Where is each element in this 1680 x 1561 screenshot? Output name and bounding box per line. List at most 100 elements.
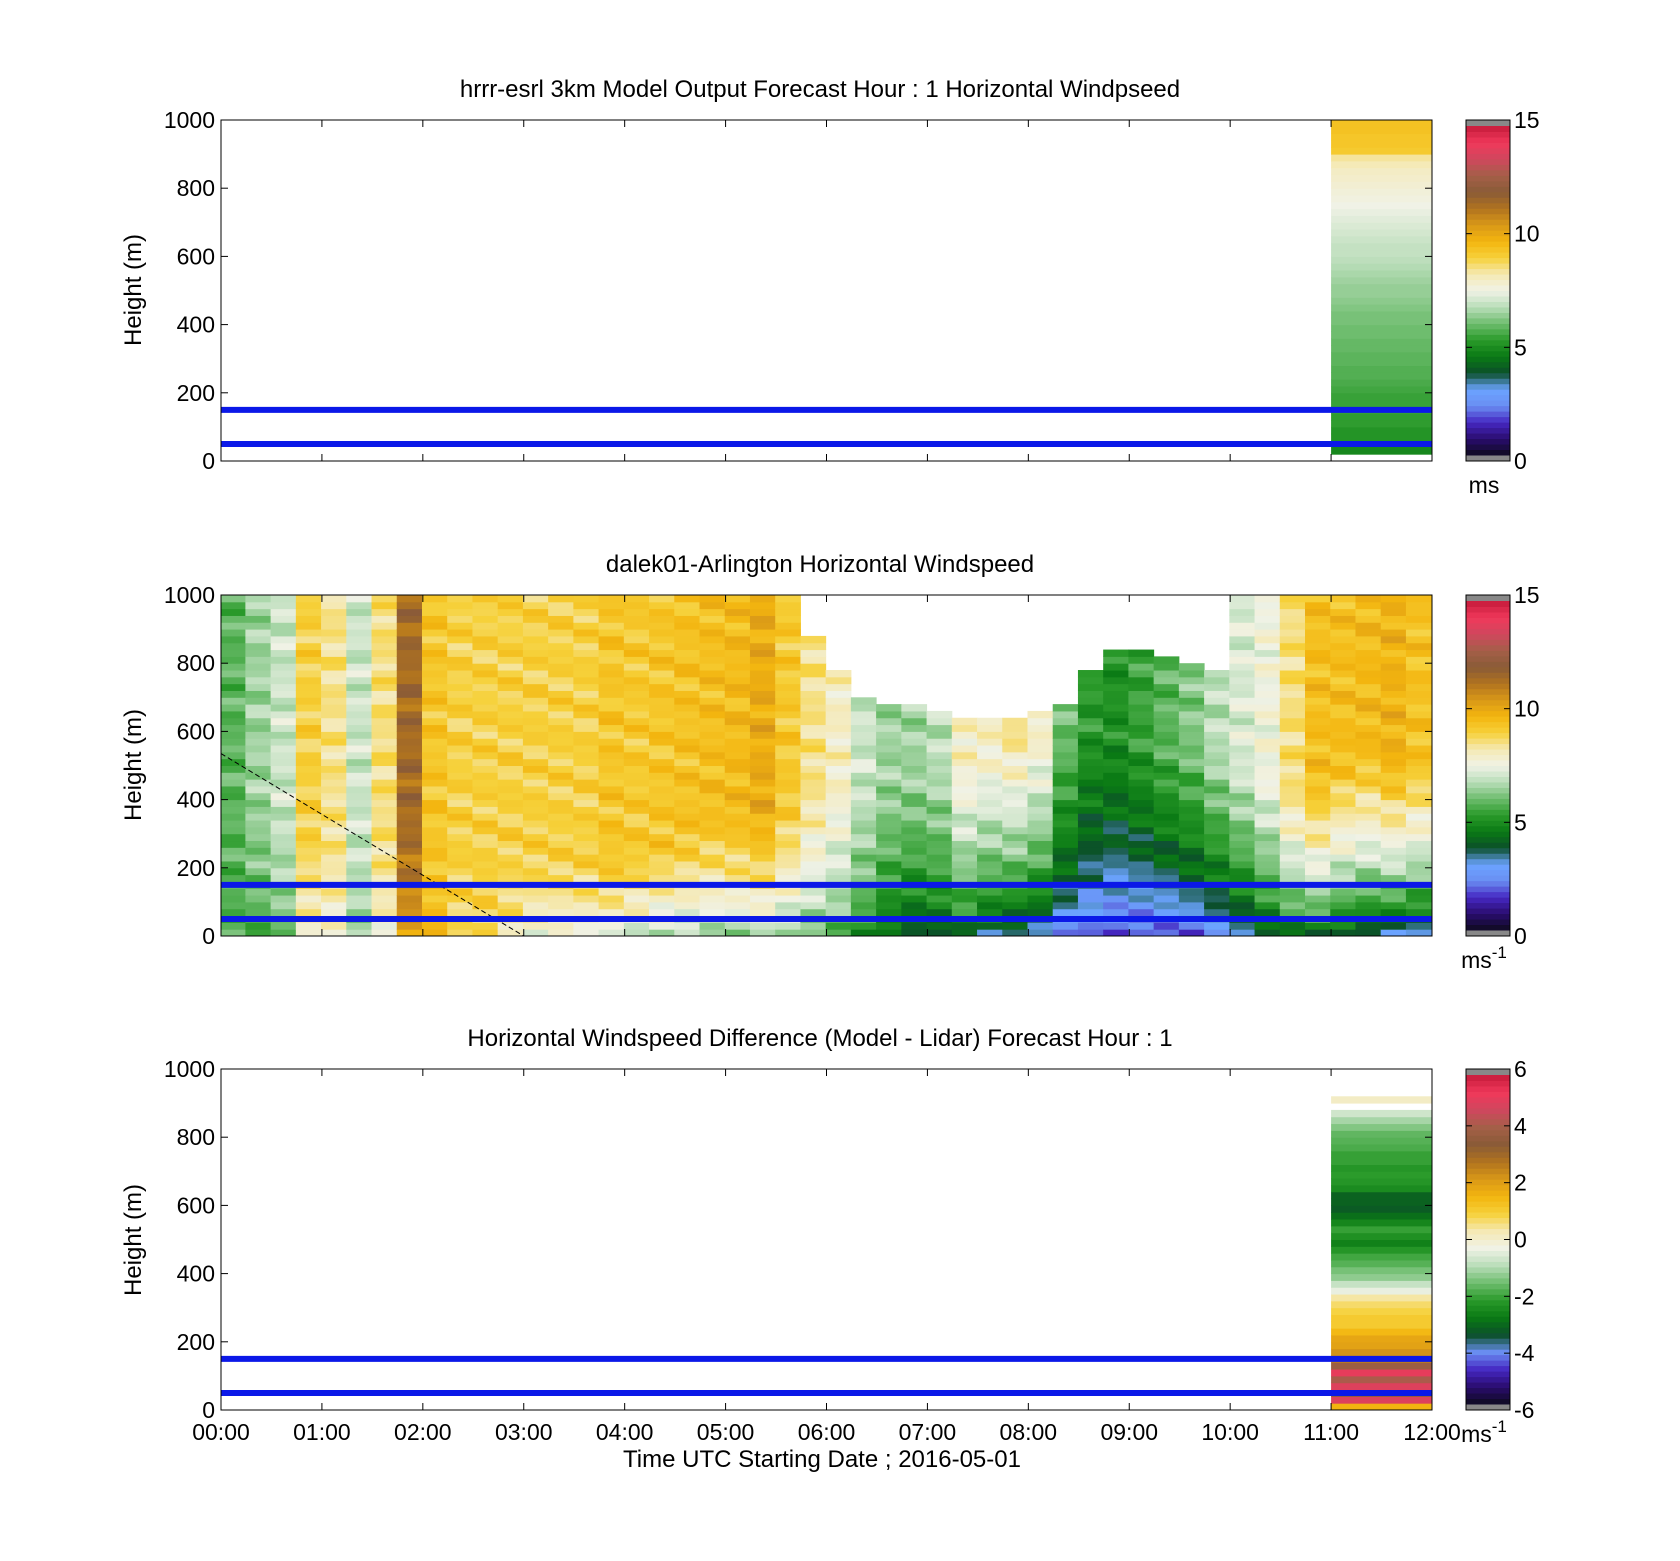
heatmap-cell [951, 799, 978, 807]
heatmap-cell [951, 758, 978, 766]
heatmap-cell [1331, 270, 1432, 278]
heatmap-cell [1330, 642, 1356, 651]
heatmap-cell [1330, 860, 1356, 869]
heatmap-cell [977, 901, 1003, 910]
heatmap-cell [674, 922, 701, 930]
heatmap-cell [1405, 635, 1432, 644]
heatmap-cell [1380, 738, 1407, 746]
x-tick-label: 02:00 [394, 1419, 452, 1445]
heatmap-cell [775, 683, 801, 691]
colorbar-swatch [1466, 191, 1510, 198]
heatmap-cell [724, 813, 751, 821]
heatmap-cell [1279, 642, 1306, 651]
heatmap-cell [1380, 758, 1407, 766]
heatmap-cell [548, 867, 574, 876]
heatmap-cell [221, 724, 246, 732]
heatmap-cell [497, 901, 524, 910]
heatmap-cell [522, 649, 549, 657]
heatmap-cell [1380, 608, 1407, 616]
heatmap-cell [1077, 751, 1104, 760]
heatmap-cell [245, 813, 272, 821]
heatmap-cell [548, 772, 574, 780]
heatmap-cell [1229, 663, 1256, 671]
heatmap-cell [1330, 888, 1356, 896]
heatmap-cell [1355, 731, 1382, 739]
heatmap-cell [1178, 683, 1205, 691]
heatmap-cell [1254, 629, 1281, 637]
heatmap-cell [901, 874, 928, 882]
heatmap-cell [1204, 867, 1230, 876]
heatmap-cell [775, 867, 801, 876]
heatmap-cell [321, 656, 347, 664]
heatmap-cell [421, 717, 448, 726]
heatmap-cell [901, 860, 928, 869]
heatmap-cell [825, 901, 852, 910]
heatmap-cell [447, 622, 473, 630]
heatmap-cell [497, 908, 524, 917]
heatmap-cell [497, 860, 524, 869]
heatmap-cell [775, 860, 801, 869]
heatmap-cell [1330, 779, 1356, 787]
heatmap-cell [522, 813, 549, 821]
heatmap-cell [951, 888, 978, 896]
heatmap-cell [1405, 779, 1432, 787]
heatmap-cell [876, 833, 902, 842]
heatmap-cell [901, 765, 928, 773]
heatmap-cell [1380, 860, 1407, 869]
heatmap-cell [497, 724, 524, 732]
heatmap-cell [1331, 1403, 1432, 1410]
heatmap-cell [371, 813, 398, 821]
heatmap-cell [623, 710, 650, 719]
heatmap-cell [674, 901, 701, 910]
heatmap-cell [598, 895, 625, 903]
heatmap-cell [825, 860, 852, 869]
colorbar-swatch [1466, 252, 1510, 259]
heatmap-cell [1279, 751, 1306, 760]
heatmap-cell [295, 929, 322, 936]
heatmap-cell [775, 710, 801, 719]
colorbar-swatch [1466, 1118, 1510, 1125]
heatmap-cell [421, 908, 448, 917]
heatmap-cell [926, 765, 953, 773]
heatmap-cell [1355, 826, 1382, 835]
heatmap-cell [850, 922, 877, 930]
heatmap-cell [371, 860, 398, 869]
heatmap-cell [295, 785, 322, 794]
colorbar-swatch [1466, 268, 1510, 275]
heatmap-cell [649, 908, 675, 917]
heatmap-cell [1305, 847, 1331, 855]
colorbar-swatch [1466, 666, 1510, 673]
heatmap-cell [447, 745, 473, 753]
heatmap-cell [472, 710, 499, 719]
heatmap-cell [1279, 792, 1306, 801]
heatmap-cell [548, 813, 574, 821]
heatmap-cell [321, 895, 347, 903]
heatmap-cell [699, 697, 726, 705]
heatmap-cell [1204, 799, 1230, 807]
heatmap-cell [850, 792, 877, 801]
heatmap-cell [573, 663, 600, 671]
heatmap-cell [1052, 813, 1079, 821]
heatmap-cell [1405, 901, 1432, 910]
heatmap-cell [674, 751, 701, 760]
heatmap-cell [573, 676, 600, 685]
heatmap-cell [371, 901, 398, 910]
heatmap-cell [1204, 847, 1230, 855]
heatmap-cell [1229, 772, 1256, 780]
heatmap-cell [221, 792, 246, 801]
colorbar-swatch [1466, 1217, 1510, 1224]
heatmap-cell [1254, 792, 1281, 801]
heatmap-cell [901, 847, 928, 855]
heatmap-cell [1279, 929, 1306, 936]
heatmap-cell [447, 683, 473, 691]
heatmap-cell [522, 806, 549, 814]
heatmap-cell [1052, 826, 1079, 835]
heatmap-cell [724, 608, 751, 616]
heatmap-cell [270, 608, 297, 616]
heatmap-cell [1254, 738, 1281, 746]
heatmap-cell [977, 724, 1003, 732]
heatmap-cell [623, 833, 650, 842]
heatmap-cell [977, 745, 1003, 753]
heatmap-cell [1331, 1171, 1432, 1179]
colorbar-swatch [1466, 1157, 1510, 1164]
